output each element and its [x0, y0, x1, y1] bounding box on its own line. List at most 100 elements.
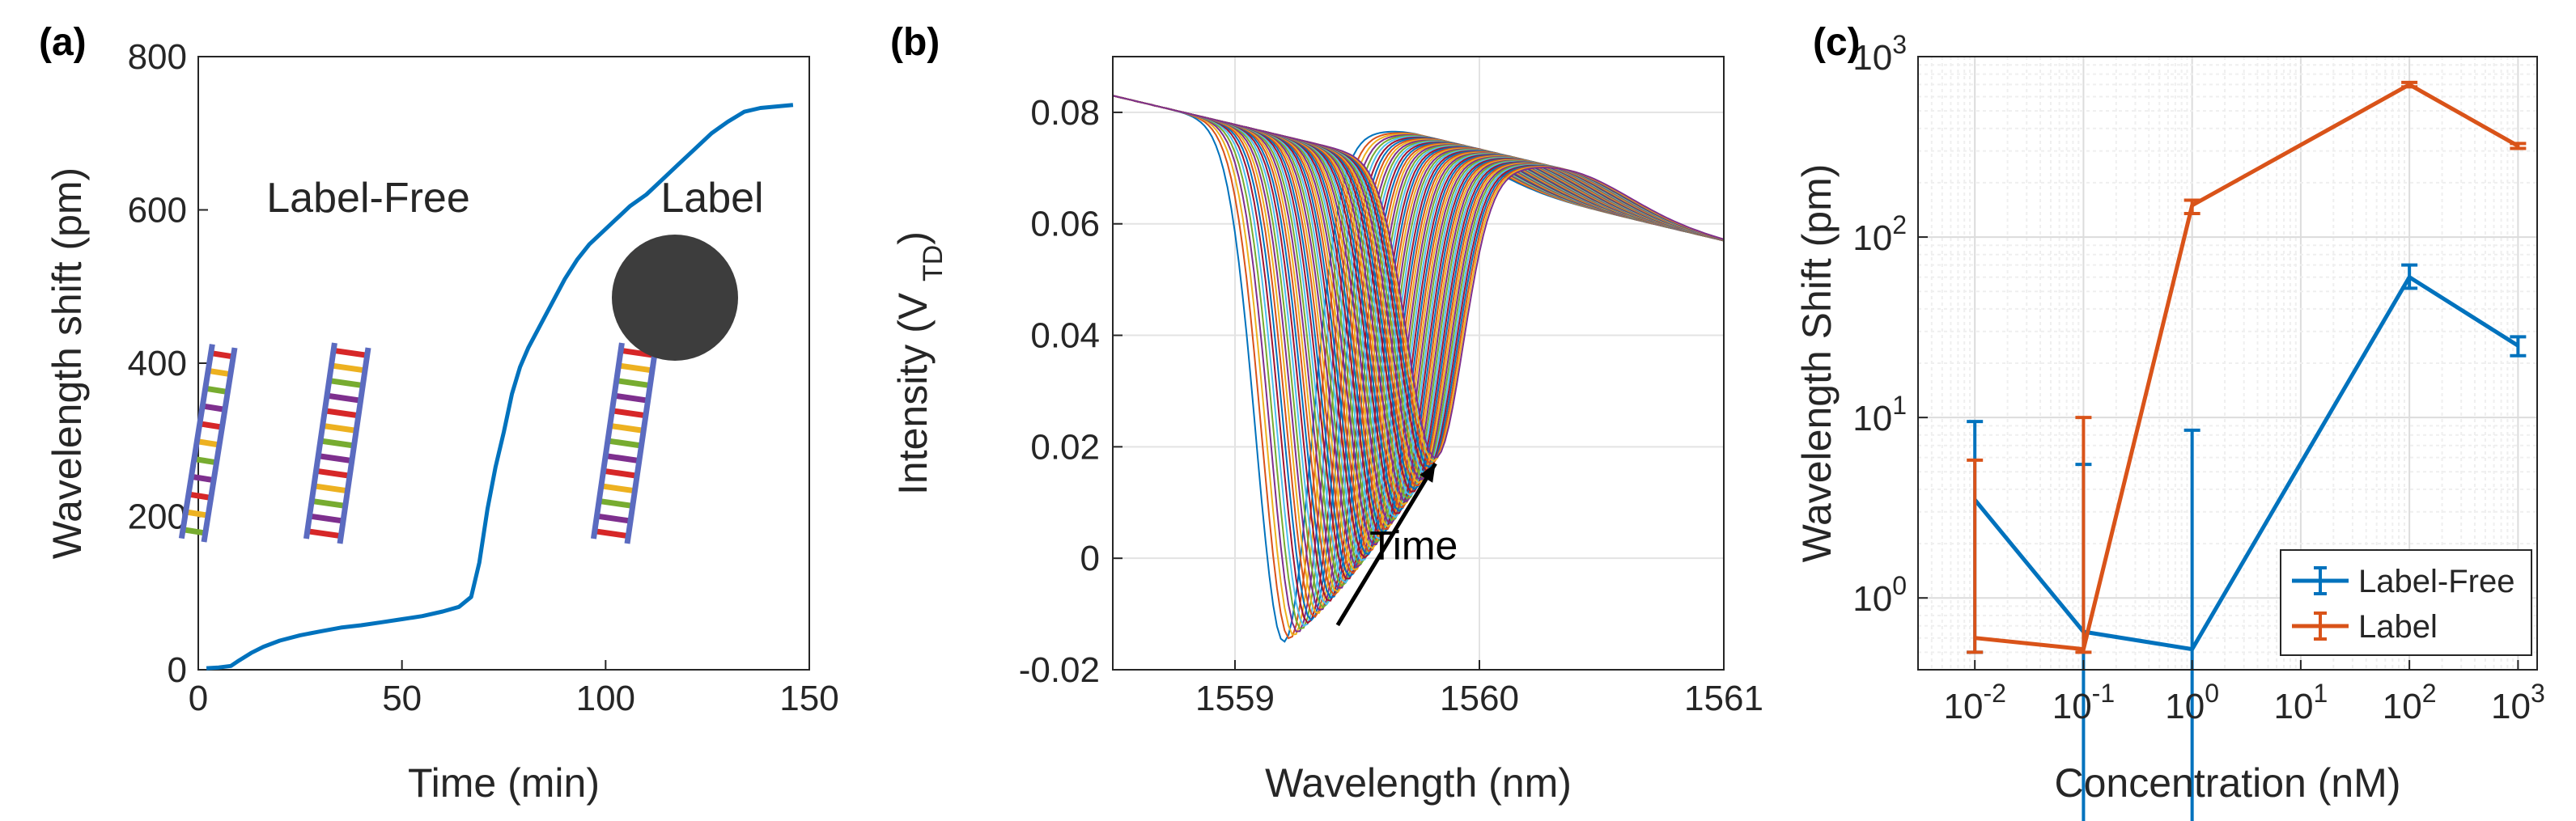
ladder-rung	[205, 385, 228, 396]
dna-duplex-label-free	[303, 342, 371, 544]
x-tick-label: 1560	[1440, 679, 1519, 718]
panel-a: 0 50 100 150 0 200 400 600 800 Time (min) Waveleng…	[39, 21, 839, 806]
spectrum-curve	[1113, 95, 1724, 459]
ladder-rung	[190, 473, 214, 484]
x-tick-exponent: 3	[2531, 679, 2545, 708]
x-tick-label: 100	[2165, 679, 2219, 726]
ladder-rung	[207, 367, 231, 378]
y-tick-exponent: 3	[1892, 30, 1907, 59]
y-tick-label: 0	[1080, 539, 1100, 578]
y-tick-base: 10	[1852, 399, 1892, 438]
y-axis-label: Intensity (V TD)	[890, 231, 948, 495]
x-tick-exponent: 2	[2422, 679, 2437, 708]
annotation-label-free: Label-Free	[266, 175, 469, 222]
ladder-rail	[337, 347, 371, 544]
ladder-rung	[601, 483, 635, 494]
y-tick-label: 0.08	[1030, 93, 1100, 133]
ladder-rung	[596, 513, 631, 524]
x-tick-label: 1559	[1195, 679, 1275, 718]
x-axis-label: Time (min)	[408, 760, 600, 806]
y-axis-label-main: Intensity (V	[890, 281, 936, 495]
nanoparticle-label-circle	[612, 235, 738, 361]
spectra-group	[1113, 95, 1724, 643]
panel-label: (c)	[1813, 21, 1861, 64]
y-tick-label: 0.06	[1030, 205, 1100, 244]
ladder-rung	[609, 422, 644, 434]
plot-frame	[1112, 56, 1725, 671]
y-tick-label: 103	[1852, 30, 1907, 78]
x-tick-exponent: 0	[2205, 679, 2219, 708]
x-tick-exponent: 1	[2313, 679, 2328, 708]
y-tick-label: 600	[128, 191, 187, 231]
ladder-rail	[178, 344, 215, 540]
ladder-rung	[605, 453, 640, 464]
y-tick-label: -0.02	[1019, 650, 1100, 690]
y-tick-label: 400	[128, 344, 187, 383]
ladder-rail	[624, 347, 659, 544]
ladder-rung	[329, 378, 363, 389]
x-tick-label: 10-2	[1943, 679, 2005, 726]
x-tick-base: 10	[2491, 687, 2531, 726]
series-label	[1967, 80, 2527, 654]
time-arrow-shaft	[1335, 462, 1437, 627]
ladder-rung	[311, 497, 346, 509]
ladder-rung	[308, 513, 344, 524]
plot-frame	[197, 56, 810, 671]
ladder-rung	[598, 497, 634, 509]
y-tick-label: 800	[128, 37, 187, 77]
y-tick-label: 0.02	[1030, 427, 1100, 467]
y-tick-label: 200	[128, 497, 187, 537]
panel-c: 10-2 10-1 100 101 102 103100101102103Concentr…	[1794, 21, 2545, 821]
x-tick-base: 10	[2052, 687, 2092, 726]
ladder-rung	[324, 408, 359, 419]
ladder-rung	[322, 422, 357, 434]
x-tick-label: 1561	[1684, 679, 1763, 718]
ladder-rung	[317, 453, 353, 464]
x-tick-base: 10	[2383, 687, 2422, 726]
ladder-rung	[316, 468, 350, 479]
y-tick-label: 102	[1852, 210, 1907, 258]
legend: Label-Free Label	[2280, 549, 2532, 656]
series-line-wavelength-shift	[206, 103, 794, 671]
y-tick-base: 10	[1852, 218, 1892, 258]
ladder-rung	[330, 362, 366, 374]
ladder-rail	[590, 342, 625, 540]
x-tick-label: 102	[2383, 679, 2437, 726]
x-tick-label: 150	[779, 679, 838, 718]
y-axis-label-subscript: TD	[918, 245, 948, 281]
panel-label: (b)	[890, 21, 940, 64]
panel-label: (a)	[39, 21, 87, 64]
legend-entry-label: Label	[2358, 609, 2438, 645]
ladder-rung	[607, 438, 643, 449]
ladder-rung	[603, 468, 638, 479]
ladder-rung	[188, 491, 212, 501]
ladder-rung	[313, 483, 348, 494]
ladder-rail	[303, 342, 337, 540]
x-tick-exponent: -2	[1983, 679, 2005, 708]
y-tick-exponent: 1	[1892, 391, 1907, 420]
y-tick-exponent: 2	[1892, 210, 1907, 239]
x-tick-label: 50	[382, 679, 422, 718]
dna-duplex-label	[590, 342, 659, 544]
ladder-rung	[185, 509, 209, 518]
x-tick-base: 10	[2274, 687, 2314, 726]
ladder-rung	[210, 350, 234, 360]
ladder-rung	[193, 455, 218, 466]
ladder-rung	[616, 378, 651, 389]
y-tick-base: 10	[1852, 38, 1892, 78]
annotation-time: Time	[1369, 523, 1458, 569]
annotation-label: Label	[660, 175, 763, 222]
y-tick-label: 100	[1852, 571, 1907, 619]
y-axis-label-close: )	[890, 231, 936, 245]
y-axis-label: Wavelength Shift (pm)	[1794, 164, 1840, 563]
ladder-rung	[196, 438, 220, 448]
plot-frame	[1917, 56, 2538, 671]
panel-b: 1559 1560 1561 -0.02 0 0.02 0.04 0.06 0.08 Wavele…	[890, 21, 1763, 806]
y-tick-label: 101	[1852, 391, 1907, 438]
ladder-rail	[201, 347, 238, 543]
ladder-rung	[307, 528, 342, 540]
ladder-rung	[594, 528, 629, 540]
legend-entry-label-free: Label-Free	[2358, 564, 2514, 599]
ladder-rung	[326, 392, 362, 404]
